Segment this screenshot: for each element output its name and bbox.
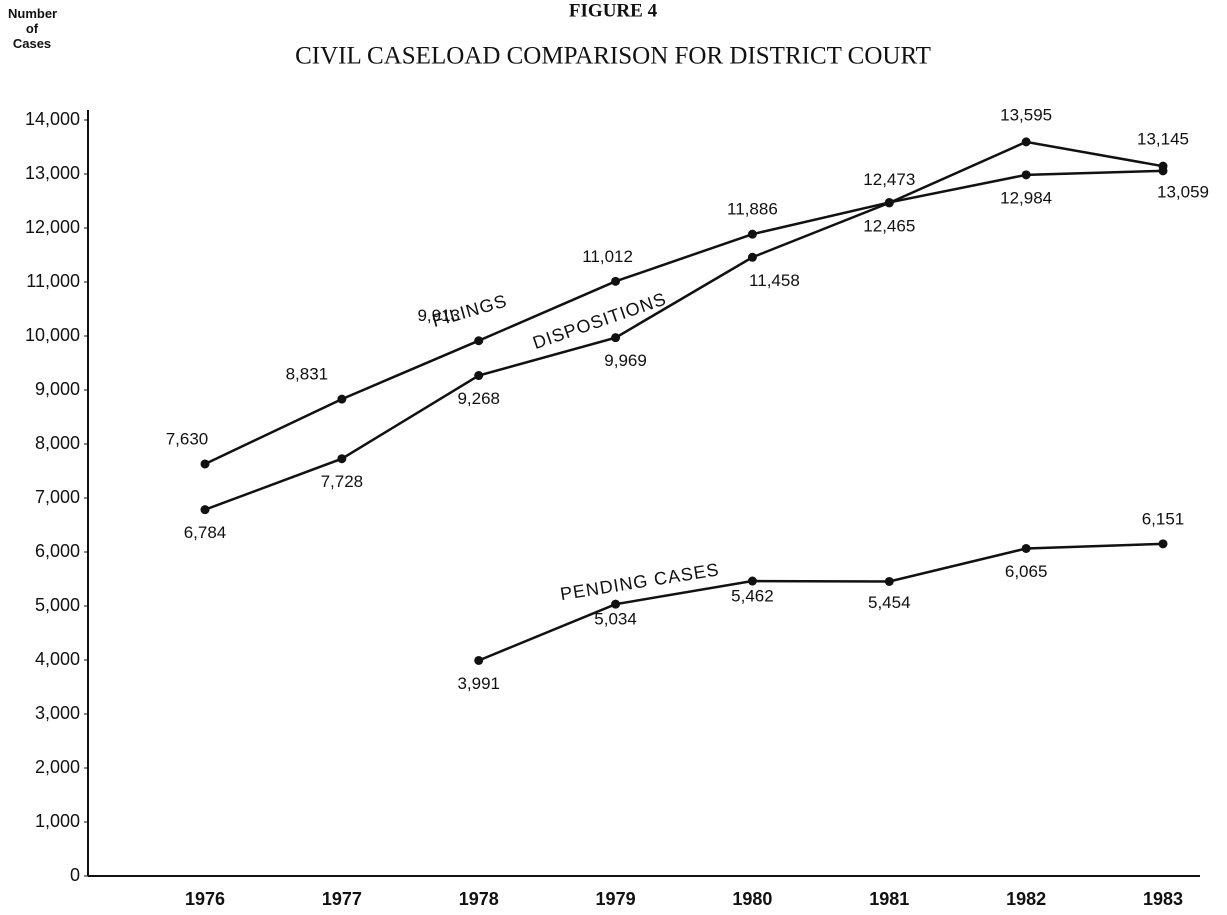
x-tick-label: 1983 bbox=[1143, 889, 1183, 909]
x-tick-label: 1979 bbox=[596, 889, 636, 909]
data-point bbox=[884, 576, 894, 586]
chart-title: FIGURE 4 bbox=[569, 0, 658, 21]
x-tick-label: 1981 bbox=[869, 889, 909, 909]
y-tick-label: 11,000 bbox=[26, 271, 80, 291]
data-label: 11,458 bbox=[749, 271, 800, 290]
series-label: PENDING CASES bbox=[559, 559, 721, 604]
y-tick-label: 8,000 bbox=[35, 433, 80, 453]
data-point bbox=[611, 333, 621, 343]
y-tick-label: 14,000 bbox=[25, 109, 80, 129]
data-point bbox=[747, 576, 757, 586]
y-tick-label: 3,000 bbox=[35, 703, 80, 723]
data-point bbox=[200, 459, 210, 469]
data-point bbox=[747, 229, 757, 239]
y-axis-label: Number of Cases bbox=[8, 6, 58, 51]
y-tick-label: 6,000 bbox=[35, 541, 80, 561]
data-label: 7,630 bbox=[166, 429, 209, 448]
data-label: 6,151 bbox=[1142, 509, 1185, 528]
data-label: 6,065 bbox=[1005, 562, 1048, 581]
data-label: 12,473 bbox=[863, 170, 915, 189]
y-tick-label: 5,000 bbox=[35, 595, 80, 615]
x-tick-label: 1980 bbox=[732, 889, 772, 909]
series-label: FILINGS bbox=[430, 291, 510, 331]
data-label: 13,059 bbox=[1157, 182, 1209, 201]
x-tick-label: 1977 bbox=[322, 889, 362, 909]
data-label: 11,886 bbox=[727, 200, 778, 219]
data-label: 5,462 bbox=[731, 587, 774, 606]
y-tick-label: 13,000 bbox=[25, 163, 80, 183]
data-point bbox=[200, 505, 210, 515]
data-point bbox=[1021, 543, 1031, 553]
data-label: 9,268 bbox=[457, 389, 500, 408]
data-label: 7,728 bbox=[321, 472, 364, 491]
y-tick-label: 2,000 bbox=[35, 757, 80, 777]
data-point bbox=[884, 198, 894, 208]
data-label: 8,831 bbox=[286, 365, 329, 384]
y-tick-label: 7,000 bbox=[35, 487, 80, 507]
data-label: 9,913 bbox=[417, 306, 460, 325]
x-tick-label: 1976 bbox=[185, 889, 225, 909]
data-point bbox=[611, 276, 621, 286]
x-tick-label: 1982 bbox=[1006, 889, 1046, 909]
x-tick-label: 1978 bbox=[459, 889, 499, 909]
chart-subtitle: CIVIL CASELOAD COMPARISON FOR DISTRICT C… bbox=[295, 43, 931, 70]
series-label: DISPOSITIONS bbox=[530, 289, 669, 354]
y-tick-label: 10,000 bbox=[25, 325, 80, 345]
series-line bbox=[204, 140, 1164, 511]
data-point bbox=[611, 599, 621, 609]
data-point bbox=[474, 655, 484, 665]
y-tick-label: 1,000 bbox=[35, 811, 80, 831]
data-point bbox=[474, 336, 484, 346]
data-label: 13,595 bbox=[1000, 105, 1052, 124]
data-label: 6,784 bbox=[184, 523, 227, 542]
data-label: 5,454 bbox=[868, 593, 911, 612]
data-point bbox=[1021, 137, 1031, 147]
data-point bbox=[474, 371, 484, 381]
data-label: 12,984 bbox=[1000, 188, 1052, 207]
data-label: 12,465 bbox=[863, 216, 915, 235]
data-label: 3,991 bbox=[457, 674, 500, 693]
series-line bbox=[478, 542, 1164, 662]
data-point bbox=[337, 394, 347, 404]
y-tick-label: 12,000 bbox=[25, 217, 80, 237]
data-point bbox=[1158, 161, 1168, 171]
data-label: 9,969 bbox=[604, 351, 647, 370]
y-tick-label: 9,000 bbox=[35, 379, 80, 399]
data-point bbox=[1021, 170, 1031, 180]
data-point bbox=[747, 252, 757, 262]
data-label: 11,012 bbox=[582, 247, 633, 266]
y-tick-label: 0 bbox=[70, 865, 80, 885]
y-tick-label: 4,000 bbox=[35, 649, 80, 669]
data-point bbox=[1158, 539, 1168, 549]
data-point bbox=[337, 454, 347, 464]
data-label: 5,034 bbox=[594, 610, 637, 629]
data-label: 13,145 bbox=[1137, 130, 1189, 149]
series-line bbox=[204, 169, 1164, 466]
